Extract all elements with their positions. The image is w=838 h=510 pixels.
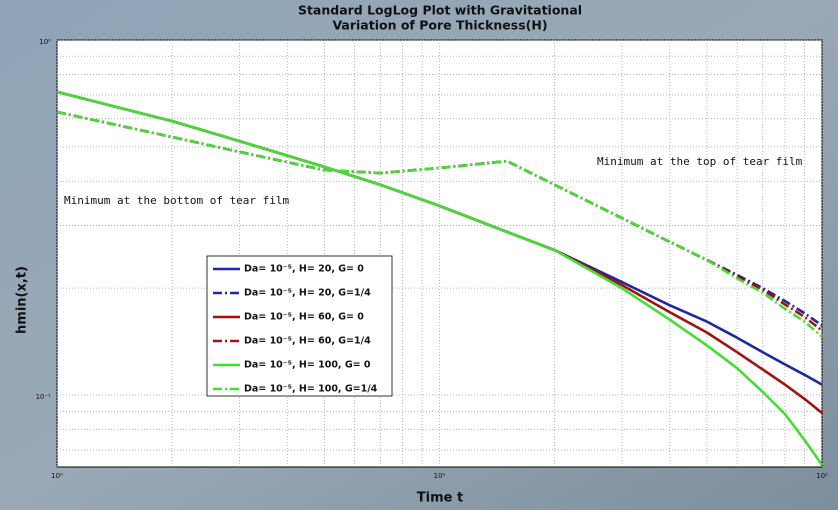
series-line [56, 110, 823, 338]
grid [56, 39, 823, 467]
x-axis-label: Time t [417, 491, 463, 506]
y-tick-label: 10⁻¹ [36, 393, 52, 401]
legend: Da= 10⁻⁵, H= 20, G= 0 Da= 10⁻⁵, H= 20, G=… [206, 255, 393, 397]
chart-title: Standard LogLog Plot with Gravitational [298, 3, 582, 18]
annotation: Minimum at the top of tear film [597, 155, 803, 168]
series-line [56, 90, 824, 466]
y-tick-label: 10⁰ [39, 38, 51, 46]
annotation: Minimum at the bottom of tear film [64, 194, 290, 207]
x-tick-label: 10¹ [434, 472, 446, 480]
legend-label: Da= 10⁻⁵, H= 100, G= 0 [244, 360, 371, 371]
legend-box [206, 255, 393, 397]
legend-label: Da= 10⁻⁵, H= 100, G=1/4 [244, 384, 378, 395]
legend-label: Da= 10⁻⁵, H= 60, G=1/4 [244, 336, 371, 347]
y-axis-label: hmin(x,t) [15, 266, 30, 334]
chart-title: Variation of Pore Thickness(H) [332, 18, 547, 33]
legend-label: Da= 10⁻⁵, H= 20, G= 0 [244, 264, 364, 275]
legend-label: Da= 10⁻⁵, H= 20, G=1/4 [244, 288, 371, 299]
x-tick-label: 10² [816, 472, 828, 480]
legend-label: Da= 10⁻⁵, H= 60, G= 0 [244, 312, 364, 323]
x-tick-label: 10⁰ [51, 472, 63, 480]
